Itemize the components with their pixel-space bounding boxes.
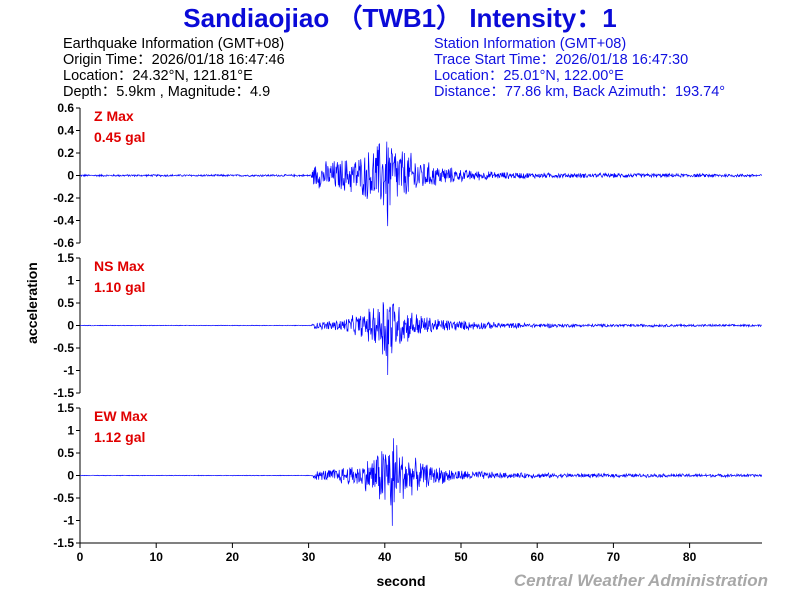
max-label-component: NS Max [94,258,145,274]
station-info: Station Information (GMT+08) Trace Start… [434,36,725,100]
y-tick-label: -1.5 [53,386,74,400]
y-tick-label: 0.2 [57,146,74,160]
y-axis-label: acceleration [24,262,40,344]
earthquake-info: Earthquake Information (GMT+08) Origin T… [63,36,285,100]
y-tick-label: 0.5 [57,296,74,310]
trace-panel-0: 0.6 0.4 0.2 0 -0.2 -0.4 -0.6 Z Max 0.45 gal [53,101,763,250]
chart-title: Sandiaojiao （TWB1） Intensity：1 [183,3,616,33]
trace-panel-2: 1.5 1 0.5 0 -0.5 -1 -1.5 EW Max 1.12 gal [53,401,763,550]
x-tick-label: 0 [77,550,84,564]
max-label-value: 1.12 gal [94,429,145,445]
trace-start-time: Trace Start Time：2026/01/18 16:47:30 [434,52,688,68]
y-tick-label: 1 [67,424,74,438]
waveform-trace [79,438,763,526]
epicenter-location: Location：24.32°N, 121.81°E [63,68,253,84]
y-tick-label: 0.5 [57,446,74,460]
trace-panel-1: 1.5 1 0.5 0 -0.5 -1 -1.5 NS Max 1.10 gal [53,251,762,400]
x-tick-label: 40 [378,550,392,564]
x-tick-label: 10 [150,550,164,564]
y-tick-label: 0 [67,319,74,333]
waveform-trace [79,302,762,376]
y-tick-label: -1 [63,514,74,528]
y-tick-label: -0.5 [53,341,74,355]
x-axis-label: second [376,573,425,589]
x-tick-label: 70 [607,550,621,564]
earthquake-info-heading: Earthquake Information (GMT+08) [63,36,284,52]
agency-credit: Central Weather Administration [514,571,768,590]
y-tick-label: -0.2 [53,191,74,205]
max-label-value: 0.45 gal [94,129,145,145]
y-tick-label: -1.5 [53,536,74,550]
max-label-component: EW Max [94,408,148,424]
x-tick-label: 30 [302,550,316,564]
x-tick-label: 80 [683,550,697,564]
x-tick-label: 20 [226,550,240,564]
y-tick-label: 0 [67,469,74,483]
x-tick-label: 60 [531,550,545,564]
y-tick-label: 1.5 [57,401,74,415]
y-tick-label: 0.4 [57,124,74,138]
waveform-trace [79,141,763,227]
x-tick-label: 50 [454,550,468,564]
distance-azimuth: Distance：77.86 km, Back Azimuth：193.74° [434,84,725,100]
station-info-heading: Station Information (GMT+08) [434,36,626,52]
y-tick-label: 1.5 [57,251,74,265]
y-tick-label: -0.6 [53,236,74,250]
y-tick-label: 0 [67,169,74,183]
y-tick-label: -0.4 [53,214,74,228]
max-label-component: Z Max [94,108,134,124]
y-tick-label: -0.5 [53,491,74,505]
y-tick-label: 1 [67,274,74,288]
y-tick-label: 0.6 [57,101,74,115]
origin-time: Origin Time：2026/01/18 16:47:46 [63,52,285,68]
depth-magnitude: Depth：5.9km , Magnitude：4.9 [63,84,270,100]
station-location: Location：25.01°N, 122.00°E [434,68,624,84]
max-label-value: 1.10 gal [94,279,145,295]
y-tick-label: -1 [63,364,74,378]
